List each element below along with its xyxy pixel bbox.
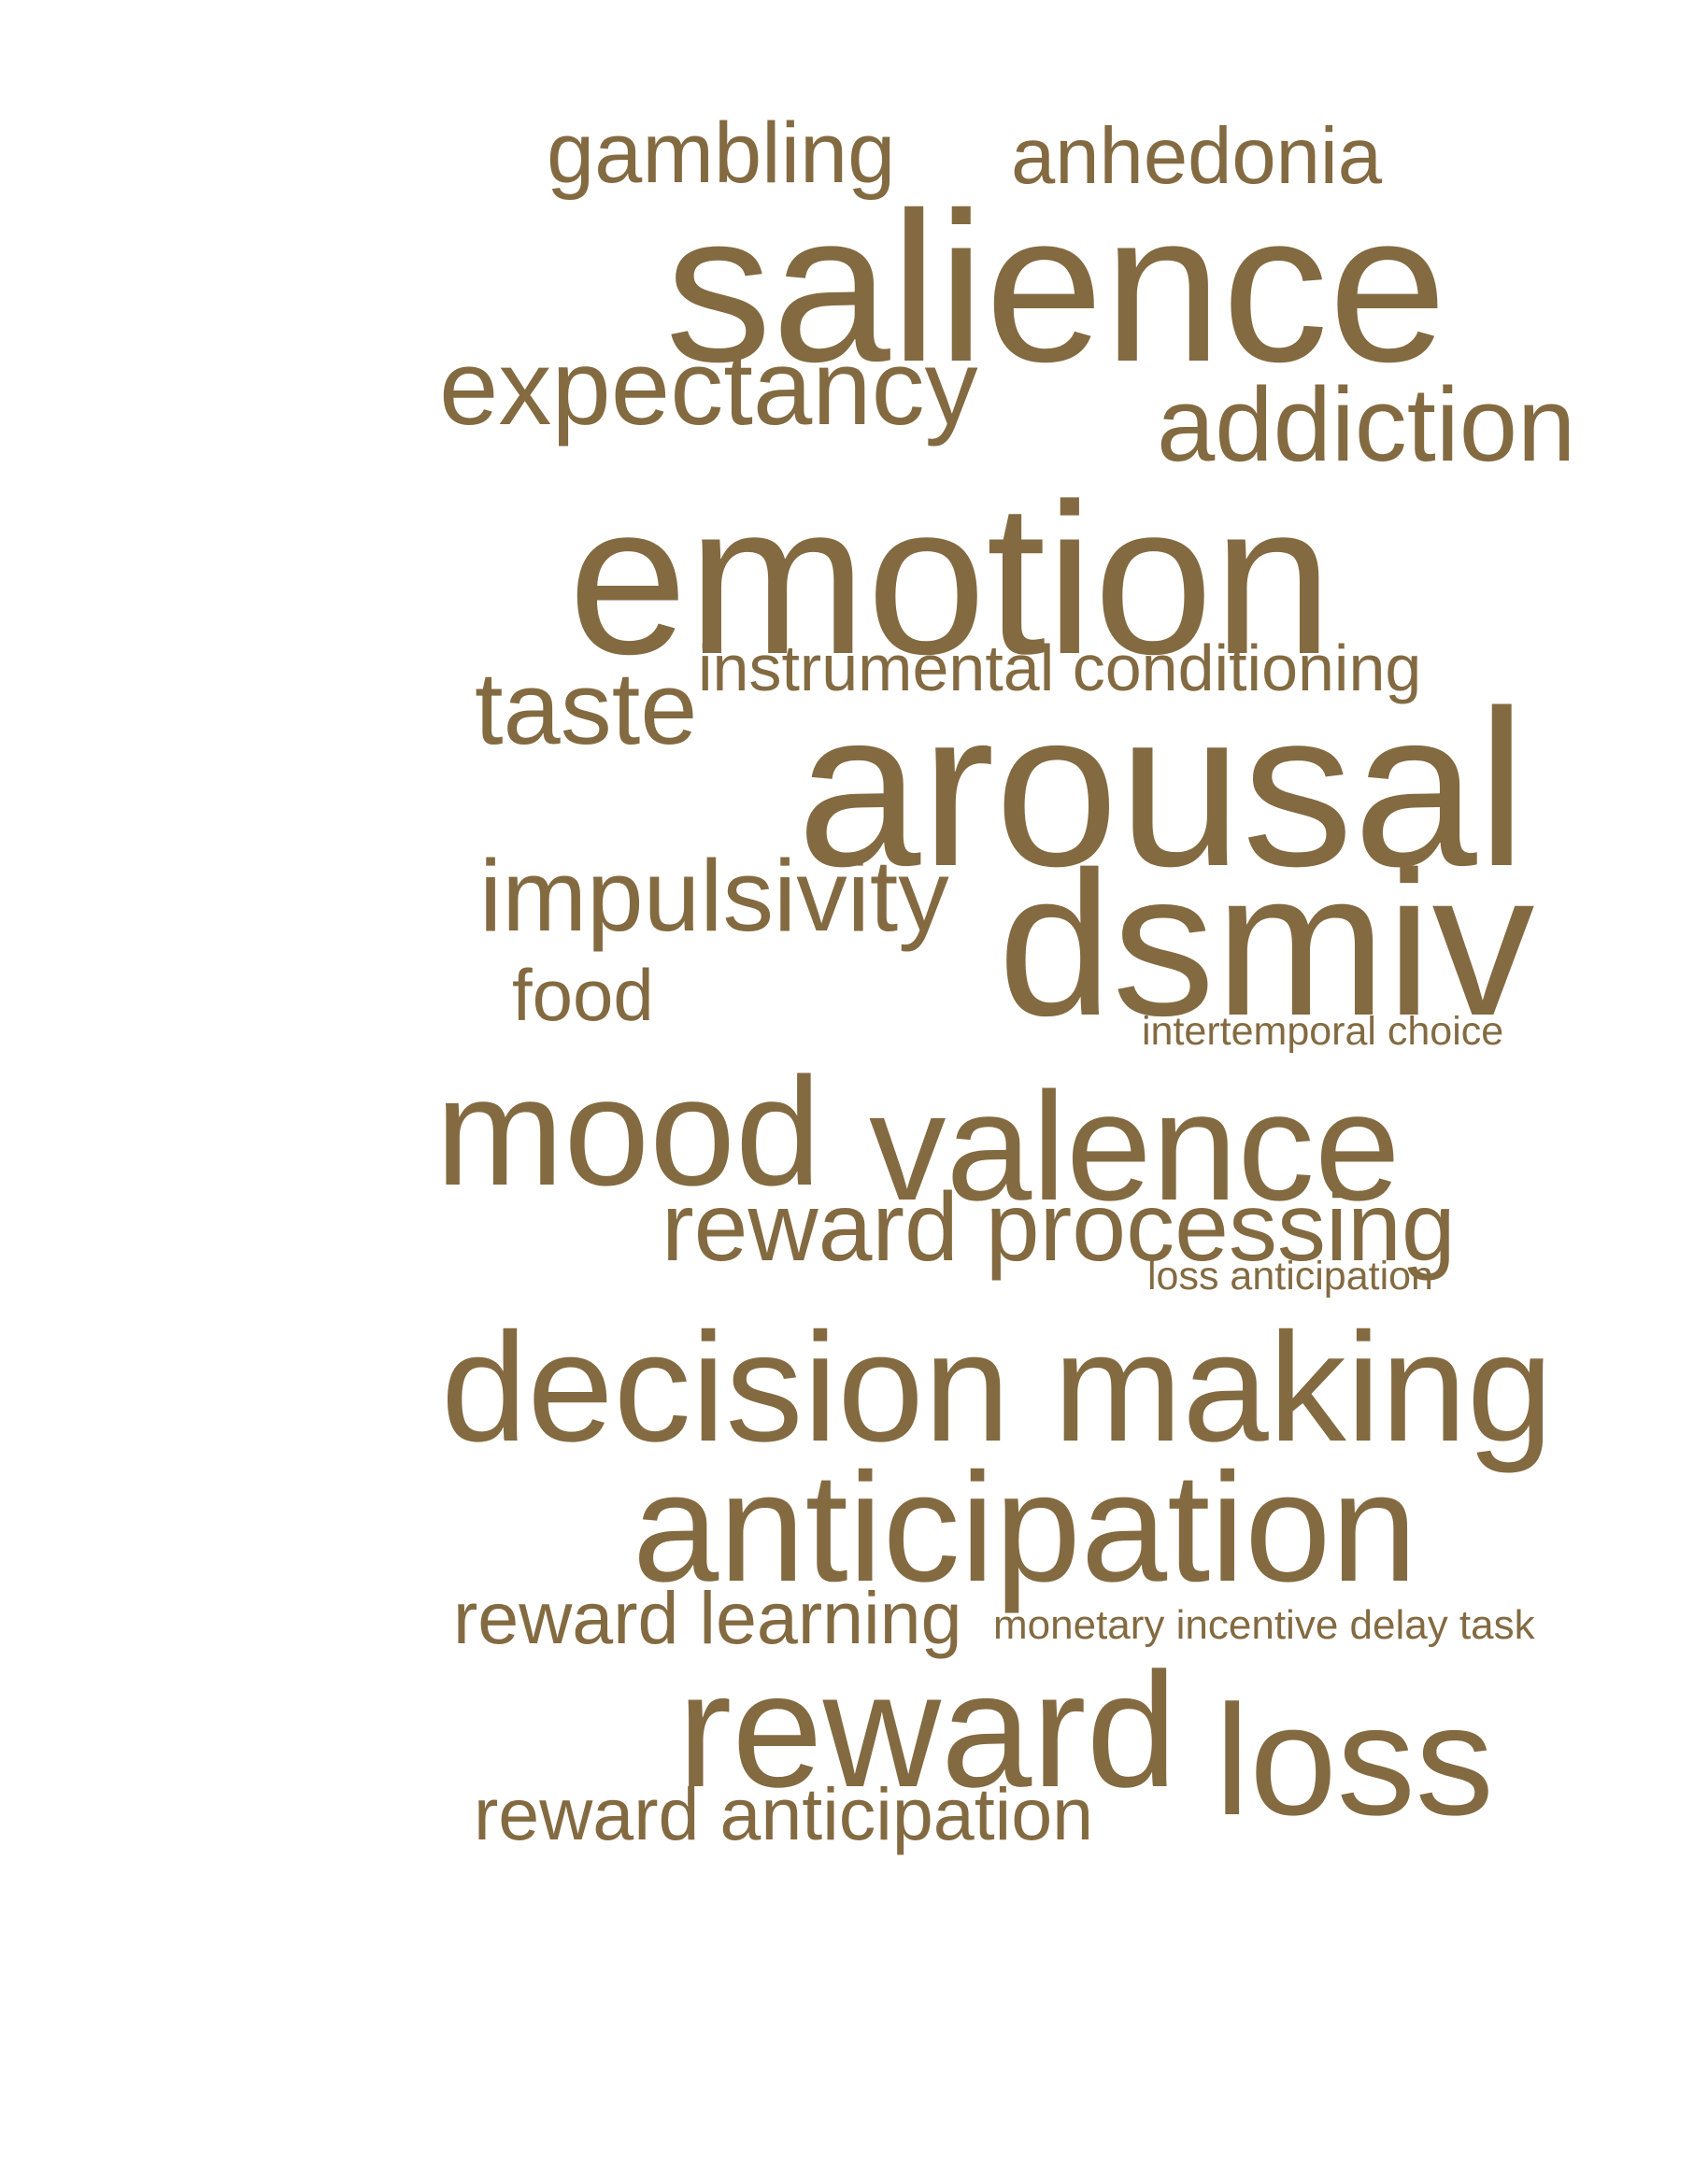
word-impulsivity: impulsivity <box>479 839 949 953</box>
word-salience: salience <box>665 169 1447 406</box>
word-gambling: gambling <box>547 106 896 201</box>
word-arousal: arousal <box>797 665 1527 913</box>
word-reward: reward <box>677 1640 1177 1822</box>
word-instrumental-conditioning: instrumental conditioning <box>698 632 1422 704</box>
word-reward-learning: reward learning <box>453 1576 962 1659</box>
word-dsmiv: dsmiv <box>998 829 1535 1058</box>
word-intertemporal-choice: intertemporal choice <box>1142 1009 1504 1054</box>
word-taste: taste <box>475 651 698 766</box>
word-decision-making: decision making <box>441 1301 1554 1474</box>
word-food: food <box>512 954 654 1036</box>
word-reward-anticipation: reward anticipation <box>474 1772 1094 1855</box>
word-expectancy: expectancy <box>439 329 978 447</box>
word-reward-processing: reward processing <box>662 1173 1456 1282</box>
word-monetary-incentive-delay-task: monetary incentive delay task <box>993 1602 1535 1648</box>
word-loss: loss <box>1215 1672 1494 1848</box>
word-addiction: addiction <box>1157 366 1576 483</box>
word-emotion: emotion <box>568 459 1333 699</box>
word-loss-anticipation: loss anticipation <box>1147 1254 1433 1299</box>
word-anticipation: anticipation <box>633 1441 1417 1614</box>
word-anhedonia: anhedonia <box>1011 112 1383 201</box>
word-valence: valence <box>869 1060 1401 1232</box>
word-mood: mood <box>435 1045 821 1217</box>
